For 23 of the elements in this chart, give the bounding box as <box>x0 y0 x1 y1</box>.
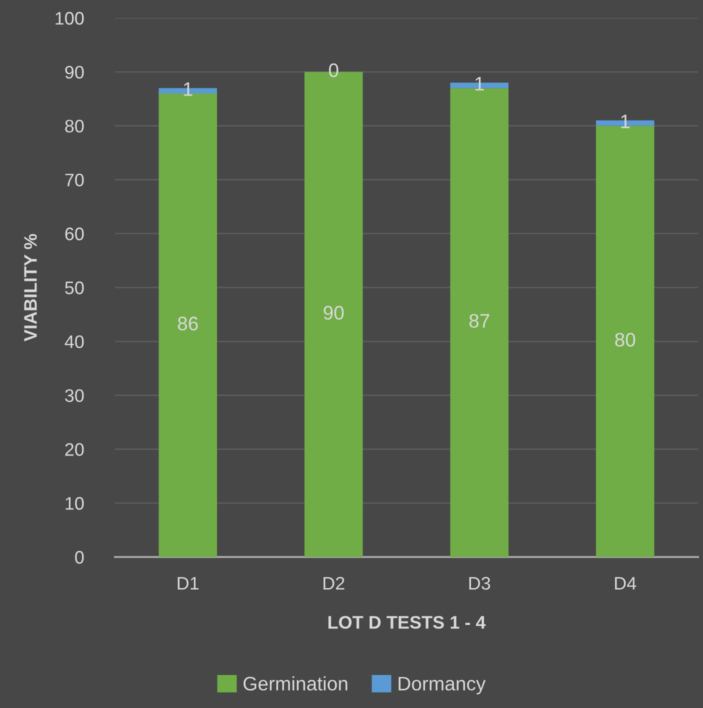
y-tick-label: 60 <box>65 228 84 240</box>
y-tick-label: 30 <box>65 389 84 402</box>
y-axis-title: VIABILITY % <box>24 234 37 342</box>
x-axis-title: LOT D TESTS 1 - 4 <box>328 616 486 629</box>
y-tick-label: 40 <box>64 335 84 348</box>
y-tick-label: 70 <box>65 174 84 186</box>
y-tick-label: 50 <box>65 281 84 294</box>
y-tick-label: 100 <box>56 12 84 25</box>
legend-label: Dormancy <box>398 676 486 694</box>
data-label: 80 <box>615 332 636 347</box>
y-tick-label: 90 <box>65 66 84 79</box>
data-label: 87 <box>469 314 490 328</box>
x-tick-label: D1 <box>178 577 199 590</box>
x-tick-label: D2 <box>324 576 344 590</box>
data-label: 90 <box>324 306 344 320</box>
y-tick-label: 20 <box>65 443 84 456</box>
y-tick-label: 0 <box>75 550 84 564</box>
y-tick-label: 10 <box>66 497 84 510</box>
legend-label: Germination <box>244 676 348 691</box>
x-tick-label: D3 <box>469 576 490 590</box>
data-label: 86 <box>178 316 198 330</box>
x-tick-label: D4 <box>615 577 636 590</box>
y-tick-label: 80 <box>65 120 84 133</box>
